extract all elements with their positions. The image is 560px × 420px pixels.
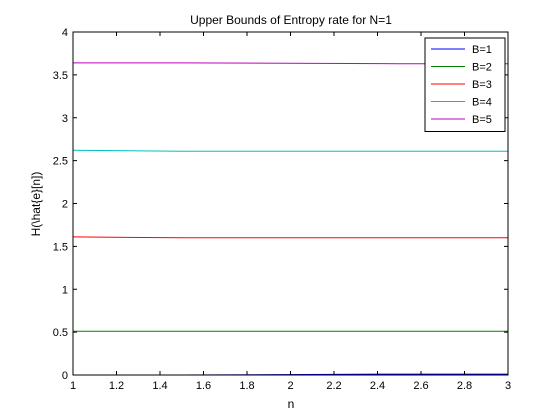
y-tick-label: 1 — [62, 284, 68, 296]
x-tick-label: 1.8 — [239, 380, 254, 392]
x-tick-label: 2.2 — [326, 380, 341, 392]
legend-label: B=3 — [472, 79, 492, 91]
x-tick-label: 1 — [70, 380, 76, 392]
y-tick-label: 0.5 — [53, 327, 68, 339]
y-axis-label: H(\hat{e}[n]) — [29, 172, 43, 237]
legend-box — [424, 37, 506, 132]
x-tick-label: 1.2 — [109, 380, 124, 392]
x-tick-label: 2 — [287, 380, 293, 392]
y-tick-label: 3.5 — [53, 70, 68, 82]
y-tick-label: 3 — [62, 113, 68, 125]
y-tick-label: 2.5 — [53, 156, 68, 168]
y-axis-ticks: 0 0.5 1 1.5 2 2.5 3 3.5 4 — [53, 27, 508, 382]
x-tick-label: 1.6 — [196, 380, 211, 392]
y-tick-label: 2 — [62, 199, 68, 211]
x-tick-label: 3 — [505, 380, 511, 392]
series-line-b4 — [72, 149, 508, 152]
x-tick-label: 1.4 — [152, 380, 167, 392]
y-tick-label: 1.5 — [53, 241, 68, 253]
y-tick-label: 0 — [62, 370, 68, 382]
x-tick-label: 2.8 — [457, 380, 472, 392]
y-tick-label: 4 — [62, 27, 68, 39]
legend-label: B=1 — [472, 44, 492, 56]
x-tick-label: 2.6 — [413, 380, 428, 392]
chart-title: Upper Bounds of Entropy rate for N=1 — [190, 13, 392, 27]
legend-label: B=2 — [472, 62, 492, 74]
legend: B=1 B=2 B=3 B=4 B=5 — [424, 37, 506, 132]
legend-label: B=4 — [472, 97, 492, 109]
legend-label: B=5 — [472, 114, 492, 126]
x-axis-label: n — [288, 397, 295, 411]
x-tick-label: 2.4 — [370, 380, 385, 392]
x-axis-ticks: 1 1.2 1.4 1.6 1.8 2 2.2 2.4 2.6 2.8 3 — [70, 32, 511, 392]
series-line-b3 — [72, 236, 508, 239]
